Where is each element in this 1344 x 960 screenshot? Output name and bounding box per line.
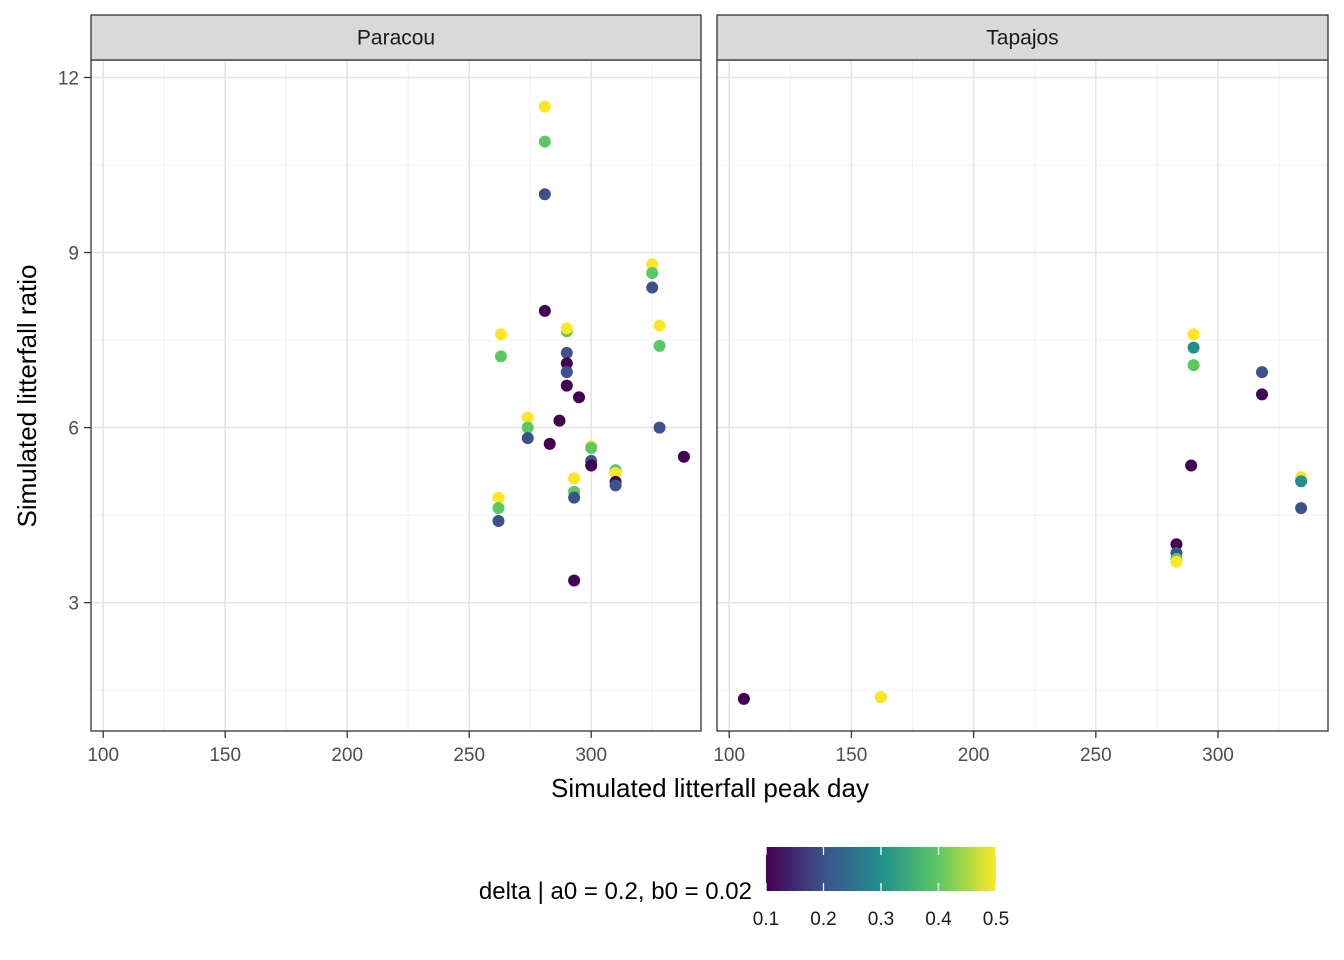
facet-label: Tapajos [986,27,1058,50]
data-point [1185,459,1198,472]
data-point [492,502,505,515]
panel-background [717,60,1328,731]
x-tick-label: 250 [1080,745,1112,766]
data-point [568,472,581,485]
data-point [538,304,551,317]
data-point [568,491,581,504]
data-point [538,188,551,201]
data-point [1256,388,1269,401]
x-tick-label: 200 [958,745,990,766]
x-tick-label: 150 [836,745,868,766]
data-point [560,357,573,370]
data-point [538,100,551,113]
data-point [653,421,666,434]
data-point [538,135,551,148]
x-tick-label: 300 [1202,745,1234,766]
data-point [568,574,581,587]
data-point [492,491,505,504]
x-tick-label: 100 [713,745,745,766]
x-axis-title: Simulated litterfall peak day [551,773,869,803]
data-point [1170,538,1183,551]
data-point [646,266,659,279]
panel-background [91,60,701,731]
data-point [1295,475,1308,488]
legend-title: delta | a0 = 0.2, b0 = 0.02 [479,878,752,905]
colorbar-tick-label: 0.5 [983,909,1009,930]
facet-label: Paracou [357,27,435,50]
data-point [1187,328,1200,341]
data-point [1256,366,1269,379]
x-axis-tapajos: 100 150 200 250 300 [713,731,1234,766]
data-point [737,692,750,705]
data-point [653,339,666,352]
data-point [646,258,659,271]
data-point [1187,341,1200,354]
panel-tapajos: Tapajos [716,14,1329,732]
facet-strip [90,14,702,61]
data-point [609,479,622,492]
data-point [1187,359,1200,372]
y-tick-label: 6 [68,419,79,440]
y-tick-label: 3 [68,594,79,615]
data-point [560,346,573,359]
x-tick-label: 300 [575,745,607,766]
data-point [521,421,534,434]
data-point [874,691,887,704]
data-point [585,442,598,455]
colorbar-tick-label: 0.1 [753,909,779,930]
data-point [560,379,573,392]
data-point [646,281,659,294]
data-point [1295,502,1308,515]
y-axis: 3 6 9 12 [58,69,91,615]
x-tick-label: 150 [209,745,241,766]
data-point [521,411,534,424]
data-point [521,432,534,445]
data-point [677,450,690,463]
y-axis-title: Simulated litterfall ratio [12,265,42,528]
data-point [653,319,666,332]
data-point [543,437,556,450]
data-point [573,391,585,404]
x-tick-label: 200 [331,745,363,766]
y-tick-label: 12 [58,69,79,90]
colorbar-tick-label: 0.2 [810,909,836,930]
data-point [609,467,622,480]
colorbar-tick-label: 0.4 [925,909,952,930]
data-point [585,459,598,472]
x-tick-label: 250 [453,745,485,766]
data-point [560,322,573,335]
y-tick-label: 9 [68,244,79,265]
data-point [494,350,507,363]
x-axes: 100 150 200 250 300 100 150 200 250 300 [87,731,1234,766]
colorbar-legend: delta | a0 = 0.2, b0 = 0.02 0.1 0.2 0.3 0.4… [479,847,1009,930]
panels: Paracou Tapajos [90,14,1329,732]
facet-strip [716,14,1329,61]
data-point [494,328,507,341]
x-axis-paracou: 100 150 200 250 300 [87,731,607,766]
panel-paracou: Paracou [90,14,702,732]
x-tick-label: 100 [87,745,119,766]
colorbar-tick-label: 0.3 [868,909,894,930]
data-point [560,366,573,379]
data-point [553,414,566,427]
data-point [492,514,505,527]
data-point [1170,555,1183,568]
